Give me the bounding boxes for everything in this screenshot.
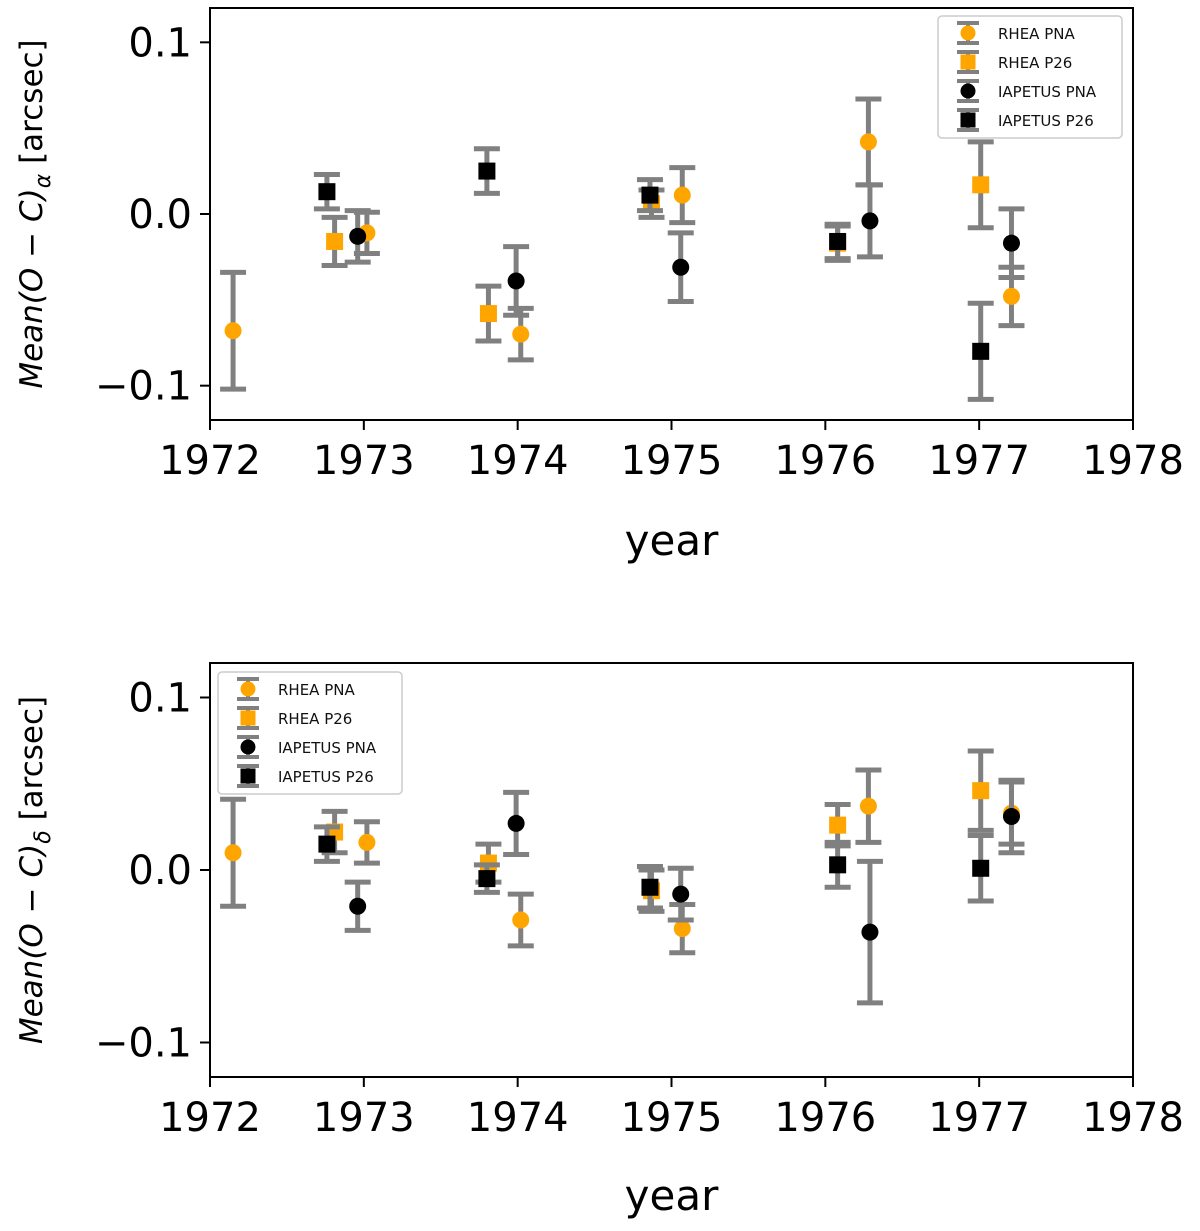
series-iapetus-p26 — [313, 824, 994, 911]
data-point — [512, 325, 530, 343]
data-point — [641, 878, 659, 896]
data-point — [673, 920, 691, 938]
data-point — [479, 305, 497, 323]
series-rhea-p26 — [321, 139, 994, 344]
y-tick-label: 0.1 — [128, 676, 192, 722]
chart-panel-2: 1972 1973 1974 1975 1976 1977 1978 0.1 0.0 −0.1 ye… — [14, 662, 1184, 1220]
data-point — [1002, 234, 1020, 252]
data-point — [318, 183, 336, 201]
data-point — [224, 844, 242, 862]
x-tick-label: 1973 — [313, 1095, 415, 1141]
legend-label: RHEA P26 — [998, 54, 1072, 72]
legend: RHEA PNA RHEA P26 IAPETUS PNA IAPETUS P26 — [217, 671, 403, 795]
data-point — [318, 835, 336, 853]
legend-marker — [960, 83, 976, 99]
legend-marker — [240, 739, 256, 755]
legend-label: IAPETUS P26 — [278, 768, 374, 786]
legend-label: RHEA PNA — [278, 681, 355, 699]
x-tick-label: 1978 — [1082, 438, 1184, 484]
y-tick-label: −0.1 — [95, 364, 192, 410]
data-point — [507, 814, 525, 832]
data-point — [972, 859, 990, 877]
data-point — [829, 816, 847, 834]
legend: RHEA PNA RHEA P26 IAPETUS PNA IAPETUS P26 — [937, 15, 1123, 139]
data-point — [673, 186, 691, 204]
x-tick-label: 1978 — [1082, 1095, 1184, 1141]
x-tick-label: 1977 — [928, 438, 1030, 484]
x-tick-label: 1975 — [621, 1095, 723, 1141]
x-tick-label: 1975 — [621, 438, 723, 484]
data-point — [224, 322, 242, 340]
y-axis-label: Mean(O − C)α [arcsec] — [14, 39, 56, 388]
data-point — [972, 782, 990, 800]
data-point — [478, 162, 496, 180]
legend-marker — [960, 25, 976, 41]
legend-marker — [240, 681, 256, 697]
legend-label: IAPETUS P26 — [998, 112, 1094, 130]
series-iapetus-p26 — [313, 146, 994, 402]
series-rhea-pna — [220, 767, 1025, 956]
legend-box — [937, 15, 1123, 139]
x-tick-label: 1972 — [159, 1095, 261, 1141]
data-point — [512, 911, 530, 929]
x-tick-label: 1976 — [774, 438, 876, 484]
legend-marker — [960, 112, 976, 128]
data-point — [972, 176, 990, 194]
y-tick-label: 0.0 — [128, 848, 192, 894]
x-tick-label: 1974 — [467, 438, 569, 484]
data-point — [1002, 287, 1020, 305]
data-point — [972, 342, 990, 360]
data-point — [859, 133, 877, 151]
x-axis-label: year — [625, 516, 719, 565]
legend-box — [217, 671, 403, 795]
data-point — [1002, 808, 1020, 826]
x-tick-label: 1976 — [774, 1095, 876, 1141]
data-point — [672, 258, 690, 276]
data-point — [859, 797, 877, 815]
data-point — [641, 186, 659, 204]
data-point — [829, 232, 847, 250]
y-axis-label: Mean(O − C)δ [arcsec] — [14, 696, 56, 1044]
data-point — [829, 856, 847, 874]
data-point — [861, 923, 879, 941]
data-point — [349, 227, 367, 245]
chart-panel-1: 1972 1973 1974 1975 1976 1977 1978 0.1 0.0 −0.1 ye… — [14, 7, 1184, 565]
data-point — [349, 897, 367, 915]
data-point — [326, 232, 344, 250]
x-tick-label: 1977 — [928, 1095, 1030, 1141]
y-tick-label: 0.1 — [128, 20, 192, 66]
series-iapetus-pna — [344, 777, 1025, 1006]
x-tick-label: 1974 — [467, 1095, 569, 1141]
series-iapetus-pna — [344, 182, 1025, 318]
legend-marker — [240, 768, 256, 784]
data-point — [507, 272, 525, 290]
x-axis-label: year — [625, 1171, 719, 1220]
data-point — [478, 870, 496, 888]
legend-label: RHEA PNA — [998, 25, 1075, 43]
y-tick-label: −0.1 — [95, 1021, 192, 1067]
legend-label: IAPETUS PNA — [998, 83, 1097, 101]
y-tick-label: 0.0 — [128, 192, 192, 238]
legend-marker — [960, 54, 976, 70]
legend-label: IAPETUS PNA — [278, 739, 377, 757]
data-point — [861, 212, 879, 230]
legend-label: RHEA P26 — [278, 710, 352, 728]
x-tick-label: 1972 — [159, 438, 261, 484]
data-point — [358, 833, 376, 851]
x-tick-label: 1973 — [313, 438, 415, 484]
legend-marker — [240, 710, 256, 726]
data-point — [672, 885, 690, 903]
